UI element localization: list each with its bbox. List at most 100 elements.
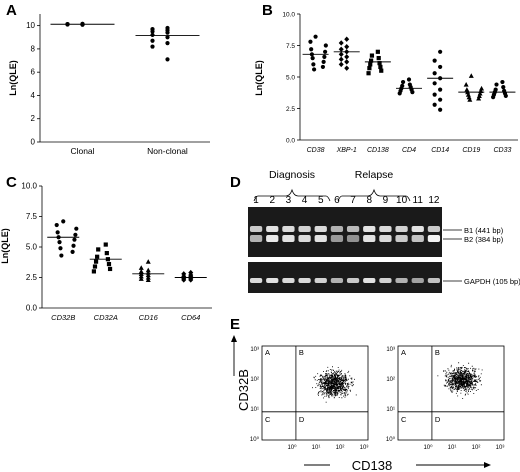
y-tick-label: 10.0	[21, 182, 37, 191]
data-point	[500, 79, 505, 85]
b1-band	[395, 226, 408, 232]
data-point	[138, 273, 144, 279]
panel-a-y-label: Ln(QLE)	[8, 60, 18, 96]
quadrant-label: D	[435, 415, 441, 424]
data-point	[61, 219, 66, 224]
flow-x-tick: 10³	[496, 445, 505, 451]
lane-number: 1	[253, 195, 259, 206]
gapdh-band	[249, 278, 263, 283]
relapse-bracket	[337, 188, 411, 202]
lane-number: 6	[334, 195, 340, 206]
b1-band	[411, 226, 424, 232]
quadrant-label: C	[265, 415, 271, 424]
panel-letter-d: D	[230, 174, 241, 191]
b1-band	[363, 226, 376, 232]
data-point	[308, 39, 313, 44]
b2-band	[282, 235, 295, 242]
gapdh-band	[411, 278, 424, 283]
data-point	[181, 277, 187, 283]
flow-x-label: CD138	[352, 458, 392, 472]
data-point	[467, 97, 473, 102]
category-label: Clonal	[70, 146, 94, 156]
y-tick-label: 4	[31, 91, 36, 100]
data-point	[92, 264, 98, 269]
y-tick-label: 2.5	[26, 273, 38, 282]
flow-plot-frame	[397, 345, 505, 441]
lane-number: 2	[269, 195, 275, 206]
data-point	[55, 230, 60, 235]
data-point	[321, 59, 326, 64]
data-point	[338, 56, 344, 63]
data-point	[145, 277, 151, 283]
data-point	[310, 56, 315, 61]
y-tick-label: 7.5	[286, 43, 295, 50]
flow-y-tick: 10⁰	[386, 436, 396, 443]
lane-number: 3	[286, 195, 292, 206]
data-point	[464, 87, 470, 92]
data-point	[438, 87, 443, 92]
flow-y-tick: 10¹	[386, 407, 395, 413]
flow-x-tick: 10¹	[448, 445, 457, 451]
data-point	[322, 54, 327, 59]
data-point	[465, 92, 471, 97]
b2-band	[249, 235, 263, 242]
gapdh-band-label: GAPDH (105 bp)	[464, 277, 520, 286]
data-point	[479, 85, 485, 91]
data-point	[477, 90, 483, 96]
data-point	[165, 35, 170, 40]
data-point	[344, 59, 350, 65]
flow-plot-2: A B C D 10³ 10² 10¹ 10⁰ 10⁰ 10¹ 10² 10³	[386, 345, 505, 451]
data-point	[503, 93, 508, 98]
data-point	[368, 62, 373, 67]
b2-band	[314, 235, 327, 242]
data-point	[74, 226, 79, 231]
data-point	[145, 272, 151, 278]
flow-x-tick: 10²	[336, 445, 345, 451]
y-tick-label: 8	[31, 44, 36, 53]
data-point	[323, 49, 328, 54]
b2-band	[346, 235, 360, 242]
data-point	[150, 38, 155, 43]
data-point	[93, 259, 99, 264]
data-point	[438, 64, 443, 70]
data-point	[378, 64, 383, 70]
data-point	[150, 29, 155, 34]
data-point	[188, 277, 194, 283]
data-point	[466, 94, 472, 100]
data-point	[91, 269, 97, 274]
flow-y-label: CD32B	[236, 369, 251, 411]
gel-bottom-strip	[248, 262, 442, 293]
panel-c-chart: Ln(QLE) 0.0 2.5 5.0 7.5 10.0 CD32B CD32A CD16 CD…	[0, 182, 212, 322]
data-point	[138, 265, 144, 270]
b2-band-label: B2 (384 bp)	[464, 235, 504, 244]
quadrant-label: C	[401, 415, 407, 424]
data-point	[71, 243, 76, 248]
category-label: CD32B	[51, 313, 75, 322]
data-point	[338, 46, 344, 52]
b1-band	[427, 226, 441, 232]
data-point	[367, 66, 372, 71]
data-point	[95, 254, 100, 259]
b2-band	[379, 235, 392, 242]
category-label: CD138	[367, 147, 389, 154]
gapdh-band	[282, 278, 295, 283]
lane-number: 11	[413, 195, 424, 206]
gapdh-band	[427, 278, 441, 283]
y-tick-label: 0.0	[286, 138, 295, 145]
data-point	[344, 36, 350, 42]
data-point	[138, 268, 144, 274]
gel-top-strip	[248, 207, 442, 257]
data-point	[338, 40, 344, 46]
data-point	[468, 73, 474, 78]
flow-x-tick: 10⁰	[423, 444, 433, 451]
lane-number: 4	[302, 195, 308, 206]
data-point	[70, 249, 75, 254]
flow-plot-1: A B C D 10³ 10² 10¹ 10⁰ 10⁰ 10¹ 10² 10³	[250, 345, 369, 451]
category-label: Non-clonal	[147, 146, 188, 156]
gapdh-band	[395, 278, 408, 283]
data-point	[338, 61, 344, 68]
data-point	[366, 71, 371, 76]
data-point	[438, 107, 443, 112]
data-point	[150, 32, 155, 38]
